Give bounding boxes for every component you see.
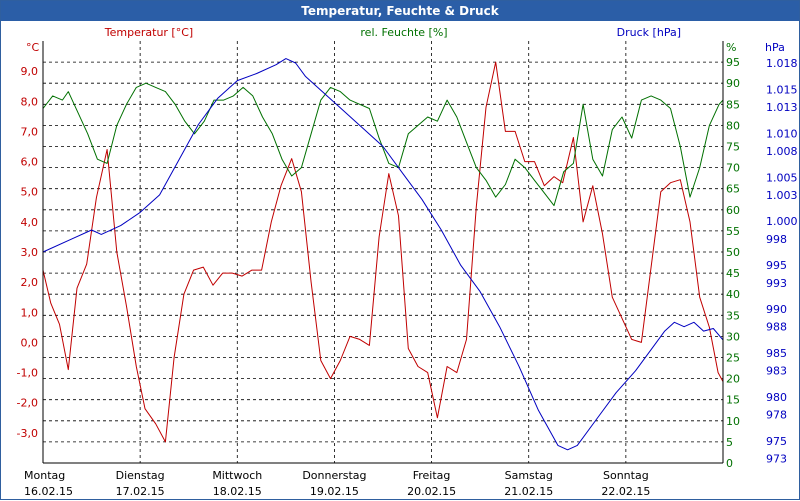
temp-tick-label: 3,0 <box>21 246 39 259</box>
temp-tick-label: 1,0 <box>21 306 39 319</box>
temp-tick-label: -1,0 <box>17 367 38 380</box>
humidity-tick-label: 90 <box>726 77 740 90</box>
temp-tick-label: -2,0 <box>17 397 38 410</box>
temperature-line <box>42 61 724 443</box>
temp-tick-label: 8,0 <box>21 95 39 108</box>
x-date-label: 18.02.15 <box>213 485 262 498</box>
temp-tick-label: 6,0 <box>21 156 39 169</box>
humidity-tick-label: 15 <box>726 394 740 407</box>
pressure-line <box>42 58 724 451</box>
x-day-label: Mittwoch <box>212 469 262 482</box>
pressure-tick-label: 988 <box>766 321 787 334</box>
x-day-label: Donnerstag <box>302 469 366 482</box>
humidity-tick-label: 30 <box>726 330 740 343</box>
temp-tick-label: 9,0 <box>21 65 39 78</box>
x-date-label: 16.02.15 <box>24 485 73 498</box>
pressure-tick-label: 995 <box>766 259 787 272</box>
pressure-tick-label: 980 <box>766 391 787 404</box>
x-date-label: 22.02.15 <box>601 485 650 498</box>
temp-axis-header: Temperatur [°C] <box>104 26 193 39</box>
x-date-label: 19.02.15 <box>310 485 359 498</box>
humidity-tick-label: 20 <box>726 373 740 386</box>
temp-tick-label: 7,0 <box>21 125 39 138</box>
pressure-tick-label: 998 <box>766 233 787 246</box>
temp-tick-label: 4,0 <box>21 216 39 229</box>
x-date-label: 20.02.15 <box>407 485 456 498</box>
pressure-tick-labels: 1.018 1.015 1.013 1.010 1.008 1.005 1.003 1.000… <box>766 57 798 466</box>
humidity-tick-label: 35 <box>726 309 740 322</box>
humidity-line <box>42 82 724 207</box>
temp-tick-label: -3,0 <box>17 427 38 440</box>
pressure-tick-label: 1.003 <box>766 189 798 202</box>
pressure-unit-label: hPa <box>765 41 785 54</box>
x-date-label: 17.02.15 <box>116 485 165 498</box>
pressure-tick-label: 990 <box>766 303 787 316</box>
pressure-tick-label: 975 <box>766 435 787 448</box>
humidity-tick-label: 60 <box>726 204 740 217</box>
pressure-tick-label: 978 <box>766 409 787 422</box>
series-lines <box>42 58 724 451</box>
pressure-tick-label: 1.018 <box>766 57 798 70</box>
humidity-tick-label: 65 <box>726 183 740 196</box>
humidity-axis-header: rel. Feuchte [%] <box>360 26 447 39</box>
humidity-tick-label: 50 <box>726 246 740 259</box>
humidity-tick-label: 85 <box>726 98 740 111</box>
humidity-tick-label: 95 <box>726 56 740 69</box>
humidity-tick-label: 25 <box>726 352 740 365</box>
humidity-tick-label: 5 <box>726 436 733 449</box>
humidity-tick-label: 55 <box>726 225 740 238</box>
temp-tick-label: 2,0 <box>21 276 39 289</box>
temp-tick-label: 5,0 <box>21 186 39 199</box>
humidity-tick-label: 70 <box>726 162 740 175</box>
x-day-label: Dienstag <box>116 469 165 482</box>
pressure-tick-label: 1.000 <box>766 215 798 228</box>
pressure-tick-label: 973 <box>766 453 787 466</box>
pressure-tick-label: 993 <box>766 277 787 290</box>
temp-tick-label: 0,0 <box>21 336 39 349</box>
x-day-label: Montag <box>24 469 65 482</box>
pressure-tick-label: 1.010 <box>766 127 798 140</box>
x-day-label: Samstag <box>505 469 553 482</box>
window-title: Temperatur, Feuchte & Druck <box>1 1 799 21</box>
temp-tick-labels: 9,0 8,0 7,0 6,0 5,0 4,0 3,0 2,0 1,0 0,0 -1,0 -2,0 -3… <box>17 65 38 440</box>
pressure-tick-label: 983 <box>766 365 787 378</box>
pressure-tick-label: 1.005 <box>766 171 798 184</box>
humidity-tick-label: 80 <box>726 119 740 132</box>
humidity-unit-label: % <box>726 41 736 54</box>
x-day-label: Freitag <box>413 469 451 482</box>
humidity-tick-label: 10 <box>726 415 740 428</box>
x-day-label: Sonntag <box>603 469 649 482</box>
pressure-axis-header: Druck [hPa] <box>617 26 681 39</box>
pressure-tick-label: 1.015 <box>766 83 798 96</box>
temp-unit-label: °C <box>26 41 40 54</box>
x-axis-labels: Montag 16.02.15 Dienstag 17.02.15 Mittwoch 18… <box>24 469 650 498</box>
pressure-tick-label: 1.013 <box>766 101 798 114</box>
humidity-tick-label: 75 <box>726 141 740 154</box>
pressure-tick-label: 1.008 <box>766 145 798 158</box>
humidity-tick-label: 45 <box>726 267 740 280</box>
pressure-tick-label: 985 <box>766 347 787 360</box>
humidity-tick-label: 40 <box>726 288 740 301</box>
grid <box>43 41 723 463</box>
humidity-tick-label: 0 <box>726 457 733 470</box>
x-date-label: 21.02.15 <box>504 485 553 498</box>
